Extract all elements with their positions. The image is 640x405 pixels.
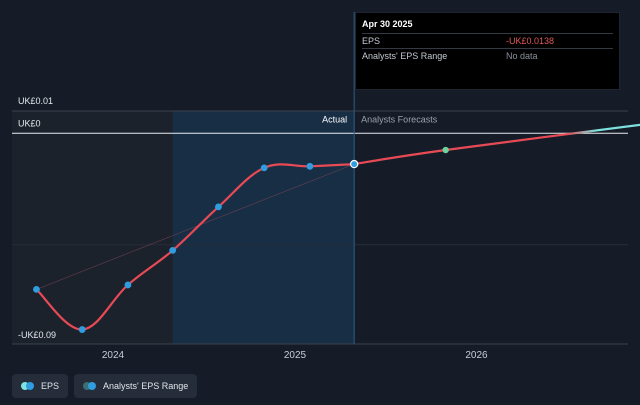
legend-label-eps-range: Analysts' EPS Range — [103, 381, 189, 391]
x-tick-2026: 2026 — [465, 350, 488, 361]
tooltip-row-eps: EPS -UK£0.0138 — [362, 33, 613, 48]
legend-item-eps-range[interactable]: Analysts' EPS Range — [74, 374, 198, 398]
series-marks — [33, 123, 640, 333]
hover-tooltip: Apr 30 2025 EPS -UK£0.0138 Analysts' EPS… — [355, 12, 620, 90]
eps-actual-point — [260, 164, 268, 172]
tooltip-range-value: No data — [506, 51, 538, 61]
eps-swatch-icon — [21, 382, 35, 390]
eps-forecast-point — [442, 146, 449, 154]
eps-forecast-line — [354, 123, 640, 166]
tooltip-eps-value: -UK£0.0138 — [506, 36, 555, 46]
eps-actual-point — [169, 246, 177, 254]
y-tick-zero: UK£0 — [18, 118, 41, 128]
legend-label-eps: EPS — [41, 381, 60, 391]
eps-actual-point — [349, 159, 359, 169]
y-tick-bottom: -UK£0.09 — [18, 330, 56, 340]
x-tick-2025: 2025 — [284, 350, 307, 361]
eps-actual-point — [124, 281, 132, 289]
legend-item-eps[interactable]: EPS — [12, 374, 69, 398]
eps-actual-point — [33, 286, 40, 293]
eps-actual-point — [78, 326, 86, 333]
actual-region-label: Actual — [322, 114, 347, 124]
tooltip-range-label: Analysts' EPS Range — [362, 51, 448, 61]
tooltip-date: Apr 30 2025 — [362, 19, 413, 29]
forecast-region-label: Analysts Forecasts — [361, 114, 438, 124]
eps-actual-point — [306, 162, 314, 170]
tooltip-row-range: Analysts' EPS Range No data — [362, 48, 613, 63]
legend: EPS Analysts' EPS Range — [12, 374, 198, 398]
highlight-band — [172, 111, 355, 344]
x-tick-2024: 2024 — [102, 350, 125, 361]
eps-actual-point — [215, 203, 222, 211]
tooltip-eps-label: EPS — [362, 36, 381, 46]
y-tick-top: UK£0.01 — [18, 96, 53, 106]
trend-line — [36, 163, 355, 290]
eps-range-swatch-icon — [83, 382, 97, 390]
